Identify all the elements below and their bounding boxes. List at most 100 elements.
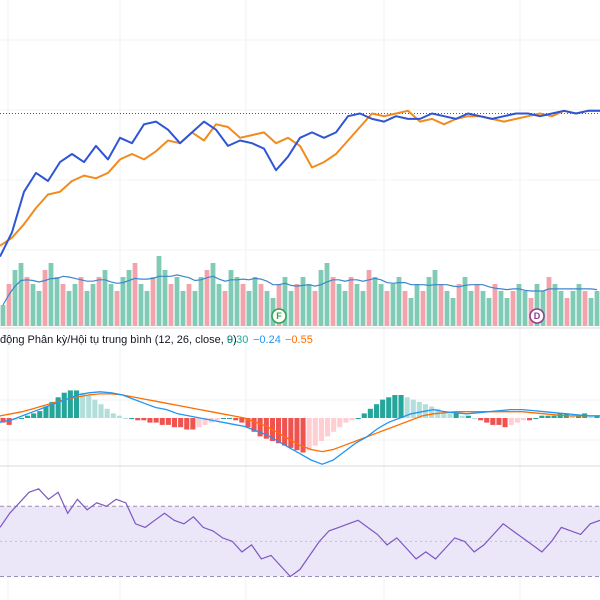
volume-bar [306, 284, 312, 326]
macd-histogram-bar [392, 395, 398, 418]
volume-bar [60, 284, 66, 326]
volume-bar [360, 291, 366, 326]
volume-bar [258, 284, 264, 326]
price-panel[interactable] [0, 109, 600, 258]
volume-bar [234, 277, 240, 326]
volume-bar [510, 291, 516, 326]
macd-histogram-bar [410, 399, 416, 418]
macd-histogram-bar [306, 418, 312, 451]
macd-histogram-bar [184, 418, 190, 430]
volume-bar [366, 270, 372, 326]
macd-panel[interactable] [0, 390, 600, 465]
volume-bar [198, 277, 204, 326]
volume-bar [378, 284, 384, 326]
macd-histogram-bar [367, 408, 373, 418]
volume-bar [342, 291, 348, 326]
macd-histogram-bar [165, 418, 171, 425]
macd-histogram-bar [361, 413, 367, 418]
macd-histogram-bar [18, 418, 24, 419]
macd-histogram-bar [202, 418, 208, 425]
volume-bar [132, 263, 138, 326]
macd-histogram-bar [533, 418, 539, 419]
macd-histogram-bar [147, 418, 153, 423]
volume-bar [66, 291, 72, 326]
event-marker-label-d: D [534, 311, 541, 321]
macd-histogram-bar [312, 418, 318, 446]
rsi-line [0, 488, 600, 578]
volume-bar [402, 291, 408, 326]
macd-histogram-bar [588, 415, 594, 418]
macd-histogram-bar [110, 413, 116, 418]
macd-histogram-bar [245, 418, 251, 428]
macd-histogram-bar [80, 392, 86, 418]
macd-histogram-bar [508, 418, 514, 425]
volume-bar [576, 284, 582, 326]
volume-moving-average-line [2, 274, 598, 306]
macd-histogram-bar [520, 418, 526, 421]
volume-bar [486, 298, 492, 326]
volume-bar [294, 284, 300, 326]
macd-histogram-bar [6, 418, 12, 425]
volume-bar [354, 284, 360, 326]
macd-histogram-bar [25, 415, 31, 418]
volume-bar [216, 284, 222, 326]
macd-histogram-bar [527, 418, 533, 421]
volume-bar [396, 277, 402, 326]
volume-bar [36, 291, 42, 326]
volume-bar [246, 291, 252, 326]
macd-histogram-bar [67, 390, 73, 418]
macd-histogram-bar [539, 415, 545, 418]
volume-bar [102, 270, 108, 326]
volume-bar [348, 277, 354, 326]
macd-histogram-bar [239, 418, 245, 423]
macd-histogram-bar [337, 418, 343, 428]
volume-bar [174, 277, 180, 326]
macd-histogram-bar [398, 395, 404, 418]
macd-histogram-bar [441, 411, 447, 418]
macd-histogram-bar [86, 395, 92, 418]
macd-histogram-bar [153, 418, 159, 423]
price-series-line-0 [0, 109, 600, 247]
volume-bar [570, 291, 576, 326]
macd-histogram-bar [233, 418, 239, 421]
volume-bar [90, 284, 96, 326]
macd-histogram-bar [576, 415, 582, 418]
macd-histogram-bar [263, 418, 269, 439]
rsi-panel[interactable] [0, 488, 600, 578]
volume-bar [588, 298, 594, 326]
volume-bar [522, 291, 528, 326]
macd-histogram-bar [98, 404, 104, 418]
volume-bar [552, 284, 558, 326]
macd-histogram-bar [214, 418, 220, 421]
volume-bar [30, 284, 36, 326]
macd-histogram-bar [196, 418, 202, 428]
volume-bar [78, 277, 84, 326]
volume-bar [444, 291, 450, 326]
macd-histogram-bar [288, 418, 294, 448]
volume-bar [336, 284, 342, 326]
macd-histogram-bar [92, 399, 98, 418]
macd-histogram-bar [465, 415, 471, 418]
volume-bar [210, 263, 216, 326]
macd-histogram-value: 0.30 [227, 334, 248, 346]
macd-histogram-bar [318, 418, 324, 441]
volume-bar [288, 291, 294, 326]
volume-bar [6, 284, 12, 326]
volume-bar [42, 270, 48, 326]
macd-histogram-bar [349, 418, 355, 421]
macd-histogram-bar [135, 418, 141, 421]
volume-bar [96, 277, 102, 326]
macd-histogram-bar [220, 418, 226, 419]
macd-histogram-bar [190, 418, 196, 430]
macd-histogram-bar [478, 418, 484, 421]
volume-bar [504, 298, 510, 326]
volume-bar [390, 284, 396, 326]
macd-histogram-bar [331, 418, 337, 432]
macd-histogram-bar [159, 418, 165, 425]
volume-bar [438, 284, 444, 326]
volume-bar [474, 284, 480, 326]
macd-histogram-bar [74, 390, 80, 418]
